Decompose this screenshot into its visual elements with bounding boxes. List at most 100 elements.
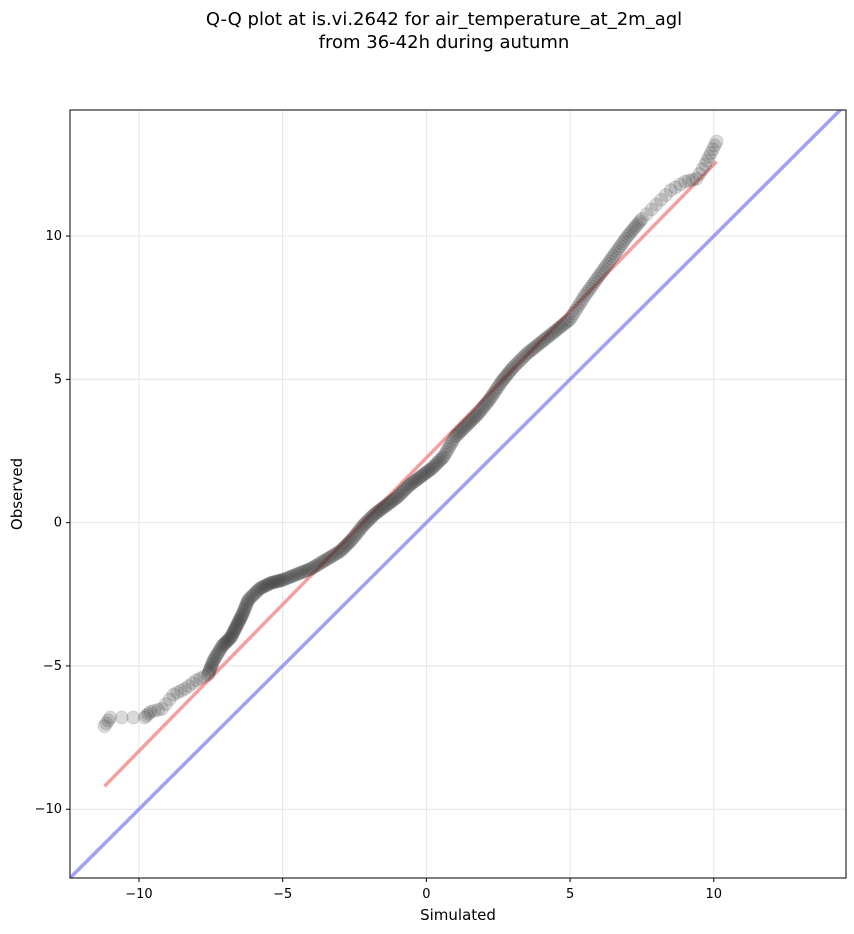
quantile-point-interp xyxy=(222,631,237,646)
quantile-point xyxy=(634,211,649,226)
quantile-point-interp xyxy=(557,316,572,331)
quantile-point-interp xyxy=(340,537,355,552)
quantile-point-interp xyxy=(207,651,222,666)
quantile-point-interp xyxy=(582,281,597,296)
quantile-point-interp xyxy=(446,432,461,447)
quantile-point-interp xyxy=(700,153,715,168)
quantile-point xyxy=(413,469,428,484)
quantile-point-interp xyxy=(286,568,301,583)
quantile-point xyxy=(591,269,606,284)
quantile-point-interp xyxy=(354,520,369,535)
quantile-point xyxy=(698,157,713,172)
quantile-point-interp xyxy=(281,570,296,585)
quantile-point-interp xyxy=(225,627,240,642)
y-tick-label: 5 xyxy=(54,372,62,387)
quantile-point-interp xyxy=(208,649,223,664)
quantile-point-interp xyxy=(607,246,622,261)
quantile-point-interp xyxy=(236,605,251,620)
quantile-point-interp xyxy=(419,465,434,480)
quantile-point-interp xyxy=(302,562,317,577)
quantile-point-interp xyxy=(564,309,579,324)
quantile-point-interp xyxy=(336,541,351,556)
quantile-point-interp xyxy=(274,573,289,588)
quantile-point-interp xyxy=(259,577,274,592)
quantile-point xyxy=(97,719,112,734)
quantile-point-interp xyxy=(389,490,404,505)
quantile-point-interp xyxy=(627,220,642,235)
x-tick-label: −5 xyxy=(273,887,292,902)
quantile-point-interp xyxy=(545,326,560,341)
quantile-point xyxy=(206,653,221,668)
quantile-point-interp xyxy=(521,345,536,360)
quantile-point-interp xyxy=(541,329,556,344)
quantile-point-interp xyxy=(267,575,282,590)
quantile-point xyxy=(264,575,279,590)
quantile-point xyxy=(448,429,463,444)
quantile-point-interp xyxy=(400,479,415,494)
quantile-point-interp xyxy=(201,665,216,680)
quantile-point-interp xyxy=(255,580,270,595)
quantile-point-interp xyxy=(394,485,409,500)
quantile-point-interp xyxy=(293,565,308,580)
quantile-point-interp xyxy=(525,342,540,357)
quantile-point-interp xyxy=(449,428,464,443)
quantile-point-interp xyxy=(602,254,617,269)
quantile-point xyxy=(200,667,215,682)
quantile-point xyxy=(189,673,204,688)
quantile-point-interp xyxy=(262,576,277,591)
quantile-point-interp xyxy=(347,529,362,544)
quantile-point-interp xyxy=(478,397,493,412)
quantile-point-interp xyxy=(237,601,252,616)
quantile-point-interp xyxy=(239,596,254,611)
quantile-point-interp xyxy=(158,697,173,712)
quantile-point-interp xyxy=(631,216,646,231)
x-axis-label: Simulated xyxy=(420,906,496,924)
quantile-point-interp xyxy=(537,332,552,347)
quantile-point-interp xyxy=(360,514,375,529)
quantile-point-interp xyxy=(488,383,503,398)
quantile-point xyxy=(252,581,267,596)
quantile-point-interp xyxy=(139,708,154,723)
quantile-point-interp xyxy=(629,218,644,233)
quantile-point-interp xyxy=(458,419,473,434)
quantile-point xyxy=(494,375,509,390)
quantile-point-interp xyxy=(512,353,527,368)
quantile-point-interp xyxy=(499,368,514,383)
x-axis-ticks: −10 −5 0 5 10 xyxy=(125,878,722,902)
quantile-point-interp xyxy=(147,703,162,718)
quantile-point-interp xyxy=(324,549,339,564)
quantile-point-interp xyxy=(374,501,389,516)
quantile-point-interp xyxy=(455,422,470,437)
quantile-point-interp xyxy=(435,451,450,466)
quantile-point-interp xyxy=(472,404,487,419)
quantile-point-interp xyxy=(193,671,208,686)
quantile-point-interp xyxy=(366,508,381,523)
quantile-point-interp xyxy=(269,574,284,589)
quantile-point-interp xyxy=(242,591,257,606)
fit-line xyxy=(103,160,718,788)
quantile-point-interp xyxy=(702,149,717,164)
quantile-point xyxy=(563,312,578,327)
quantile-point-interp xyxy=(462,415,477,430)
quantile-point-interp xyxy=(338,538,353,553)
quantile-point-interp xyxy=(430,455,445,470)
quantile-point-interp xyxy=(224,628,239,643)
quantile-point-interp xyxy=(231,615,246,630)
quantile-point-interp xyxy=(575,292,590,307)
quantile-point-interp xyxy=(126,710,141,725)
quantile-point-interp xyxy=(174,683,189,698)
quantile-point-interp xyxy=(616,234,631,249)
quantile-point-interp xyxy=(453,423,468,438)
quantile-point xyxy=(333,544,348,559)
quantile-point xyxy=(229,618,244,633)
quantile-point-interp xyxy=(707,138,722,153)
quantile-point xyxy=(235,607,250,622)
quantile-point-interp xyxy=(230,617,245,632)
y-tick-label: 0 xyxy=(54,516,62,531)
quantile-point-interp xyxy=(371,503,386,518)
quantile-point-interp xyxy=(211,646,226,661)
quantile-point-interp xyxy=(268,574,283,589)
quantile-point-interp xyxy=(218,635,233,650)
quantile-point-interp xyxy=(363,511,378,526)
quantile-point xyxy=(166,687,181,702)
